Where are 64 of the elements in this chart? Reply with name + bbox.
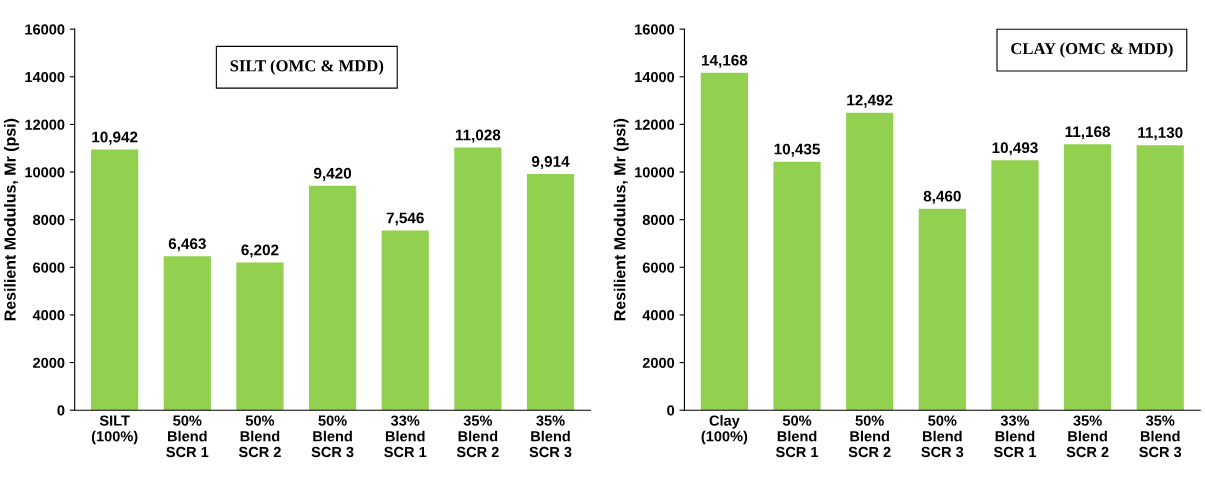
bar bbox=[91, 149, 139, 411]
bar bbox=[700, 72, 748, 411]
data-label: 10,942 bbox=[92, 131, 138, 145]
y-tick-label: 6000 bbox=[642, 262, 675, 273]
text: SILT (OMC & MDD) bbox=[230, 59, 384, 75]
y-tick-label: 16000 bbox=[25, 24, 65, 35]
data-label: 10,493 bbox=[992, 142, 1038, 156]
bar bbox=[236, 262, 284, 411]
bar bbox=[918, 208, 966, 411]
y-tick-label: 10000 bbox=[635, 167, 675, 178]
bar bbox=[846, 112, 894, 411]
data-label: 8,460 bbox=[923, 190, 961, 204]
x-tick-label: 35% Blend SCR 2 bbox=[1066, 415, 1109, 458]
bar bbox=[454, 147, 502, 411]
x-tick-label: 50% Blend SCR 2 bbox=[848, 415, 891, 458]
bar bbox=[991, 160, 1039, 411]
text: CLAY (OMC & MDD) bbox=[1011, 42, 1173, 58]
data-label: 6,463 bbox=[168, 238, 206, 252]
data-label: 7,546 bbox=[386, 212, 424, 226]
x-tick-label: 35% Blend SCR 3 bbox=[1139, 415, 1182, 458]
x-tick-label: SILT (100%) bbox=[91, 415, 138, 445]
data-label: 9,420 bbox=[314, 167, 352, 181]
data-label: 12,492 bbox=[847, 94, 893, 108]
y-tick-label: 0 bbox=[57, 405, 65, 416]
bar bbox=[308, 185, 357, 411]
bar bbox=[1136, 145, 1184, 411]
y-tick-label: 6000 bbox=[33, 262, 65, 273]
x-tick-label: 35% Blend SCR 2 bbox=[456, 415, 499, 458]
y-tick-label: 8000 bbox=[33, 214, 65, 226]
x-tick-label: 50% Blend SCR 1 bbox=[775, 415, 819, 458]
x-tick-label: Clay (100%) bbox=[701, 415, 748, 445]
x-tick-label: 50% Blend SCR 2 bbox=[238, 415, 281, 458]
x-tick-label: 33% Blend SCR 1 bbox=[993, 415, 1037, 458]
y-tick-label: 14000 bbox=[25, 71, 65, 83]
bar bbox=[1063, 144, 1112, 411]
bar bbox=[163, 256, 211, 411]
data-label: 6,202 bbox=[241, 244, 279, 258]
y-tick-label: 12000 bbox=[25, 119, 65, 130]
y-axis-title: Resilient Modulus, Mr (psi) bbox=[613, 118, 629, 321]
data-label: 11,028 bbox=[455, 129, 501, 143]
data-label: 14,168 bbox=[701, 54, 748, 68]
y-tick-label: 2000 bbox=[33, 357, 65, 368]
x-tick-label: 50% Blend SCR 1 bbox=[166, 415, 209, 458]
y-tick-label: 12000 bbox=[635, 119, 675, 130]
y-tick-label: 16000 bbox=[635, 24, 675, 35]
y-tick-label: 2000 bbox=[642, 357, 675, 368]
x-tick-label: 50% Blend SCR 3 bbox=[311, 415, 354, 458]
data-label: 11,130 bbox=[1138, 127, 1183, 141]
data-label: 11,168 bbox=[1065, 126, 1111, 140]
y-tick-label: 4000 bbox=[642, 310, 675, 321]
y-tick-label: 8000 bbox=[642, 214, 675, 226]
x-tick-label: 33% Blend SCR 1 bbox=[384, 415, 427, 458]
x-tick-label: 50% Blend SCR 3 bbox=[921, 415, 964, 458]
data-label: 9,914 bbox=[531, 156, 570, 170]
bar bbox=[381, 230, 429, 411]
data-label: 10,435 bbox=[774, 143, 820, 157]
y-axis-title: Resilient Modulus, Mr (psi) bbox=[3, 118, 19, 321]
y-tick-label: 0 bbox=[667, 405, 675, 416]
y-tick-label: 10000 bbox=[25, 167, 65, 178]
bar bbox=[526, 174, 575, 411]
x-tick-label: 35% Blend SCR 3 bbox=[529, 415, 572, 458]
y-tick-label: 4000 bbox=[32, 310, 65, 321]
bar bbox=[773, 161, 821, 411]
y-tick-label: 14000 bbox=[635, 71, 675, 83]
